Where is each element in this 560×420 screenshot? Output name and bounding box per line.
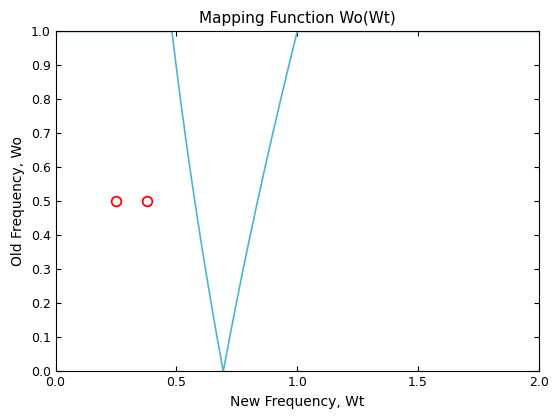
X-axis label: New Frequency, Wt: New Frequency, Wt bbox=[230, 395, 365, 409]
Title: Mapping Function Wo(Wt): Mapping Function Wo(Wt) bbox=[199, 11, 395, 26]
Y-axis label: Old Frequency, Wo: Old Frequency, Wo bbox=[11, 136, 25, 266]
